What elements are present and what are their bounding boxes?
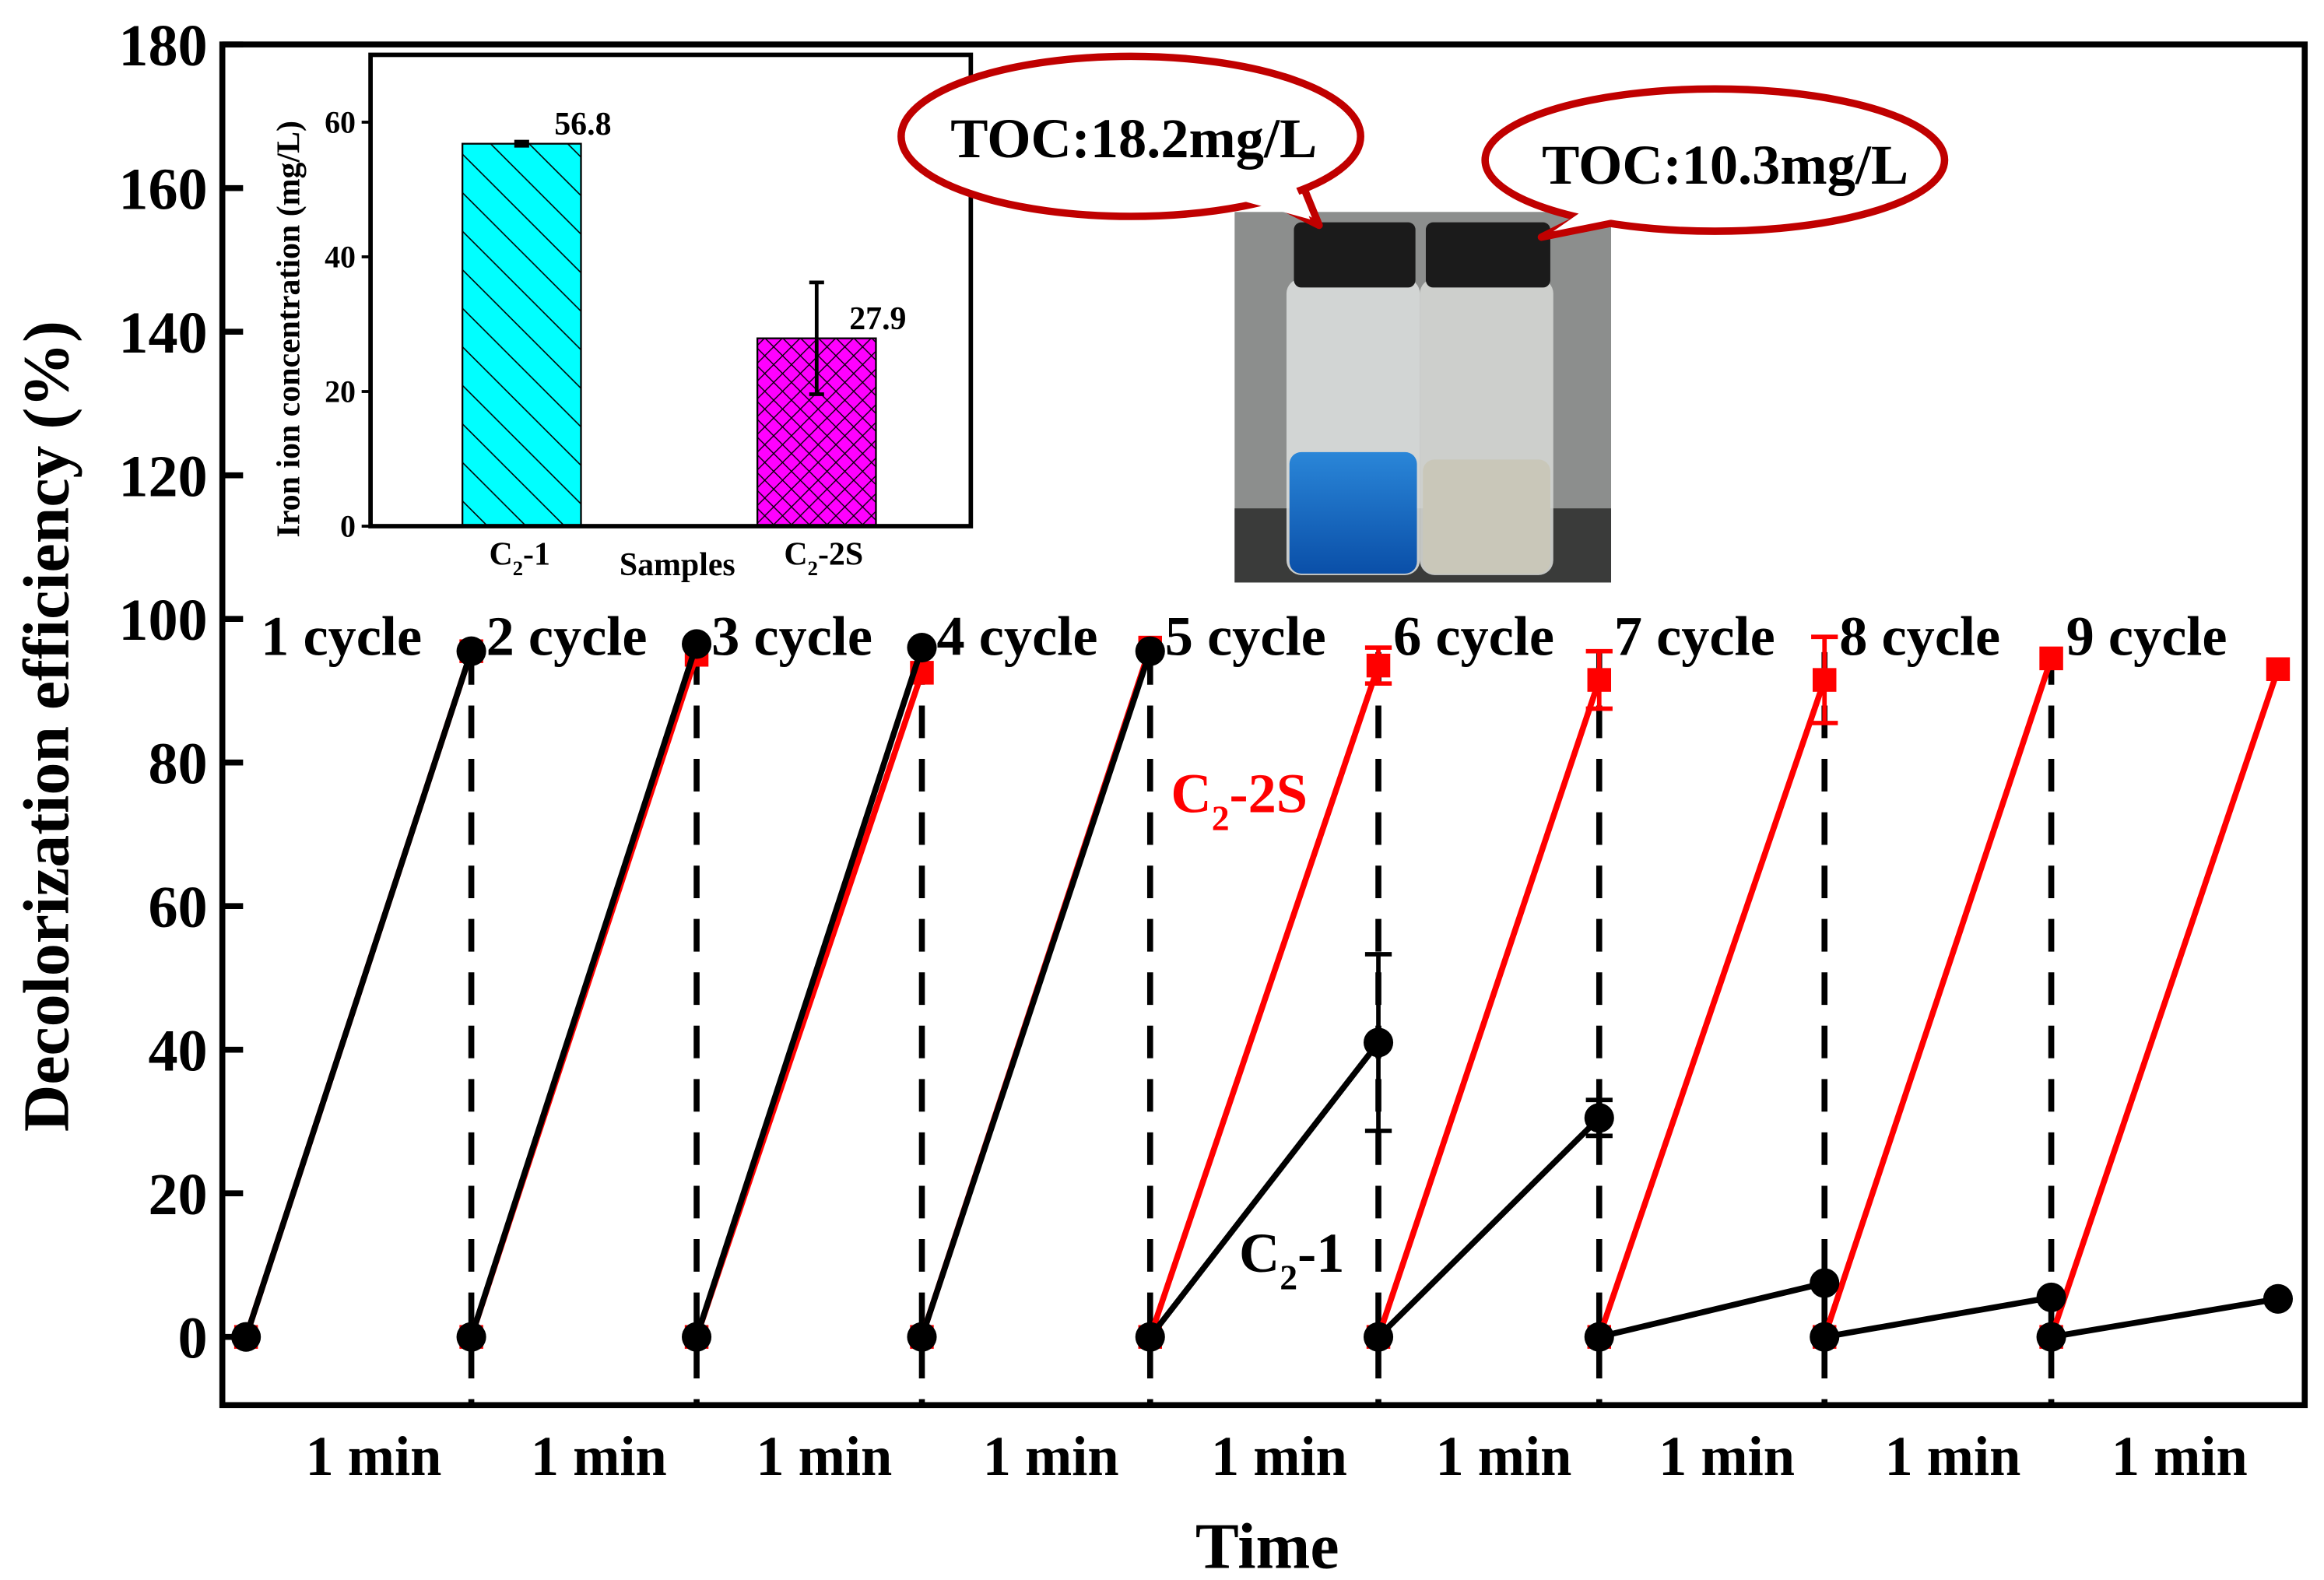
data-point-C2-1 [1135,636,1165,666]
cycle-label: 9 cycle [2066,606,2227,668]
inset-y-tick-label: 40 [325,239,356,274]
cat-main: C [784,537,807,573]
cycle-label: 2 cycle [486,606,648,668]
series-line-C2-1 [2050,1296,2279,1340]
main-y-axis-label: Decolorization efficiency (%) [11,321,83,1132]
cycle-dividers: 1 cycle 1 min 2 cycle 1 min 3 cycle 1 min 4 cy… [261,606,2248,1487]
inset-y-tick-label: 60 [325,104,356,139]
cycle-label: 3 cycle [711,606,872,668]
data-point-C2-1 [1584,1103,1614,1133]
cycle-label: 5 cycle [1165,606,1326,668]
y-tick-label: 80 [148,731,207,796]
interval-label: 1 min [756,1425,892,1487]
series-line-C2-2S [1147,664,1381,1338]
cat-rest: -2S [818,537,863,573]
series-line-C2-2S [1821,657,2055,1338]
main-plot-frame [219,41,2308,1409]
cycle-label: 4 cycle [937,606,1098,668]
y-tick-label: 140 [118,300,207,366]
series-line-C2-1 [468,643,700,1338]
series-line-C2-2S [1375,679,1603,1338]
inset-frame [368,52,974,528]
series-line-C2-1 [1147,1041,1381,1339]
inset-category-label: C2-2S [784,537,863,580]
cycle-label: 8 cycle [1839,606,2000,668]
y-tick-label: 120 [118,444,207,509]
data-point-C2-1 [1363,1322,1394,1352]
inset-bar [462,142,582,528]
inset-value-label: 27.9 [849,301,906,337]
inset-category-label: C2-1 [489,537,549,580]
series-line-C2-2S [1596,679,1827,1338]
y-tick-label: 160 [118,156,207,222]
series-line-C2-1 [693,646,925,1338]
y-tick-label: 180 [118,13,207,79]
cat-sub: 2 [808,557,818,580]
y-tick-label: 0 [178,1305,208,1371]
interval-label: 1 min [1211,1425,1347,1487]
data-point-C2-1 [1810,1322,1840,1352]
data-point-C2-2S [2039,646,2063,671]
data-point-C2-1 [1810,1268,1840,1298]
data-point-C2-2S [1366,653,1391,678]
inset-value-label: 56.8 [554,107,611,142]
y-tick-label: 60 [148,875,207,940]
cat-main: C [489,537,512,573]
data-point-C2-1 [682,1322,712,1352]
data-point-C2-1 [1135,1322,1165,1352]
interval-label: 1 min [1884,1425,2020,1487]
vials-photo [1234,212,1612,583]
data-point-C2-2S [1587,668,1612,692]
y-tick-label: 20 [148,1162,207,1227]
data-point-C2-1 [456,636,486,666]
inset-y-tick-label: 0 [340,508,356,543]
data-point-C2-1 [907,633,937,663]
series-line-C2-1 [1598,1280,1826,1340]
inset-y-tick-label: 20 [325,374,356,409]
data-point-C2-1 [231,1322,262,1352]
data-point-C2-1 [1584,1322,1614,1352]
data-point-C2-2S [2266,657,2291,681]
toc-right-text: TOC:10.3mg/L [1542,134,1908,196]
series-line-C2-1 [243,650,475,1338]
cycle-label: 1 cycle [261,606,422,668]
data-point-C2-2S [1812,668,1837,692]
y-tick-label: 100 [118,588,207,653]
series-line-C2-1 [918,650,1153,1338]
y-tick-label: 40 [148,1018,207,1083]
cat-rest: -1 [523,537,550,573]
main-series [231,629,2293,1352]
series-line-C2-1 [1824,1294,2052,1340]
main-x-axis-label: Time [1195,1511,1339,1580]
interval-label: 1 min [1435,1425,1571,1487]
interval-label: 1 min [1659,1425,1795,1487]
series-label-c2-1: C2-1 [1239,1222,1344,1297]
interval-label: 1 min [983,1425,1119,1487]
series-label-c2-2s: C2-2S [1171,763,1308,838]
interval-label: 1 min [2112,1425,2248,1487]
series-line-C2-2S [2048,668,2281,1338]
toc-callout-left: TOC:18.2mg/L [897,52,1364,230]
series-line-C2-1 [1376,1115,1602,1339]
data-point-C2-1 [456,1322,486,1352]
interval-label: 1 min [531,1425,667,1487]
cycle-label: 6 cycle [1393,606,1554,668]
data-point-C2-1 [2036,1322,2066,1352]
cycle-label: 7 cycle [1614,606,1775,668]
data-point-C2-1 [1363,1027,1394,1058]
toc-left-text: TOC:18.2mg/L [950,107,1317,170]
inset-x-axis-label: Samples [620,547,735,583]
interval-label: 1 min [305,1425,441,1487]
data-point-C2-1 [907,1322,937,1352]
toc-callout-right: TOC:10.3mg/L [1481,85,1949,241]
inset-background [370,54,971,527]
data-point-C2-1 [682,629,712,659]
cat-sub: 2 [513,557,523,580]
main-y-axis: 0 20 40 60 80 100 120 140 160 180 [118,13,244,1371]
inset-y-axis-label: Iron ion concentration (mg/L) [272,121,307,537]
data-point-C2-1 [2036,1282,2066,1312]
data-point-C2-1 [2263,1283,2293,1314]
